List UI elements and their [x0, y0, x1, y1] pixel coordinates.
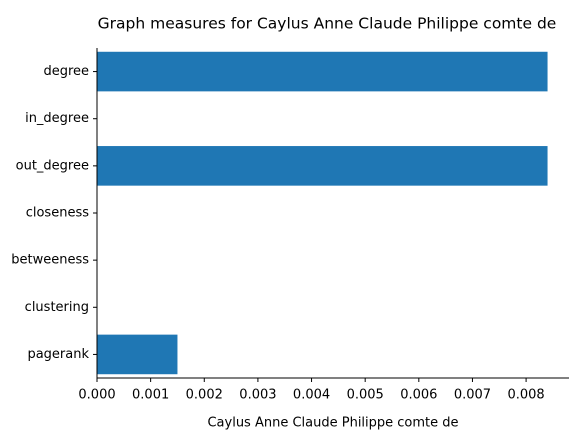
y-tick-label: pagerank	[27, 347, 89, 362]
bar	[97, 146, 548, 186]
x-tick-label: 0.006	[400, 388, 437, 403]
x-tick-label: 0.005	[347, 388, 384, 403]
bar	[97, 334, 178, 375]
x-axis-label: Caylus Anne Claude Philippe comte de	[207, 416, 458, 430]
chart-title: Graph measures for Caylus Anne Claude Ph…	[98, 15, 557, 33]
y-tick-label: clustering	[25, 300, 89, 315]
bar	[97, 51, 548, 92]
y-tick-label: out_degree	[16, 158, 89, 173]
y-tick-label: in_degree	[25, 111, 89, 126]
x-tick-label: 0.003	[239, 388, 276, 403]
x-tick-label: 0.007	[454, 388, 491, 403]
x-tick-label: 0.002	[186, 388, 223, 403]
y-tick-label: closeness	[26, 206, 89, 221]
x-tick-label: 0.000	[78, 388, 115, 403]
x-tick-label: 0.008	[507, 388, 544, 403]
x-tick-label: 0.004	[293, 388, 330, 403]
y-tick-label: betweeness	[11, 253, 89, 268]
x-tick-label: 0.001	[132, 388, 169, 403]
y-tick-label: degree	[43, 64, 89, 79]
